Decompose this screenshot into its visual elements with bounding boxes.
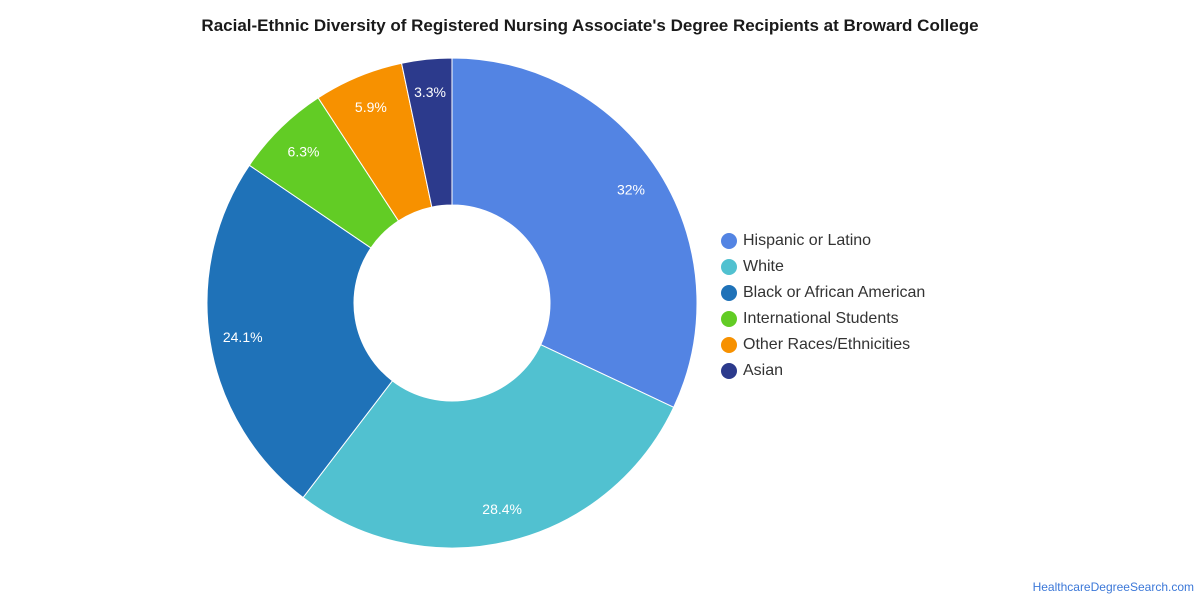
slice-label-international-students: 6.3% [288,144,320,160]
donut-labels: 32% 28.4% 24.1% 6.3% 5.9% 3.3% [223,84,645,517]
legend-label: International Students [743,310,899,327]
legend-item-hispanic-or-latino[interactable]: Hispanic or Latino [721,228,925,254]
legend-swatch [721,363,737,379]
legend-label: Other Races/Ethnicities [743,336,911,353]
legend-swatch [721,337,737,353]
slice-label-other-races-ethnicities: 5.9% [355,99,387,115]
legend-swatch [721,233,737,249]
legend-label: Asian [743,362,784,379]
slice-label-black-or-african-american: 24.1% [223,329,263,345]
legend-item-white[interactable]: White [721,254,925,280]
slice-white[interactable] [302,344,675,549]
legend-swatch [721,259,737,275]
legend-item-asian[interactable]: Asian [721,358,925,384]
slice-label-asian: 3.3% [414,84,446,100]
legend-item-international-students[interactable]: International Students [721,306,925,332]
legend-swatch [721,285,737,301]
legend-swatch [721,311,737,327]
chart-title: Racial-Ethnic Diversity of Registered Nu… [201,16,979,35]
donut-slices [206,57,698,549]
slice-hispanic-or-latino[interactable] [451,57,698,408]
chart-legend: Hispanic or Latino White Black or African … [721,228,925,384]
slice-label-white: 28.4% [482,501,522,517]
slice-asian[interactable] [400,57,453,208]
source-link[interactable]: HealthcareDegreeSearch.com [1032,580,1194,594]
legend-item-black-or-african-american[interactable]: Black or African American [721,280,925,306]
legend-label: Hispanic or Latino [743,232,872,249]
legend-label: Black or African American [743,284,926,301]
legend-label: White [743,258,784,275]
legend-item-other-races-ethnicities[interactable]: Other Races/Ethnicities [721,332,925,358]
slice-black-or-african-american[interactable] [206,164,394,499]
slice-label-hispanic-or-latino: 32% [617,181,645,197]
